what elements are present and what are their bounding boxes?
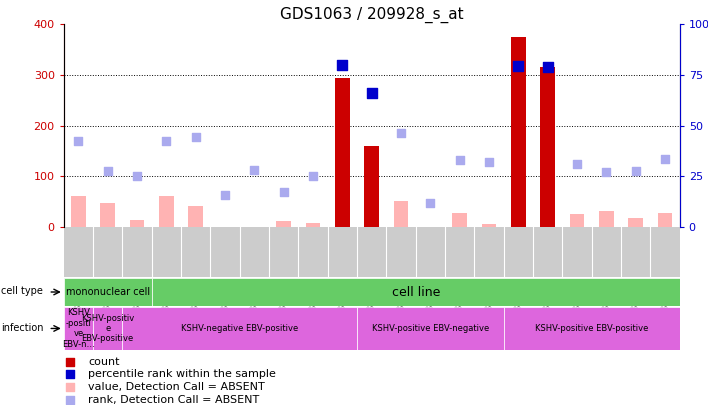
Point [422, 328, 433, 334]
Text: cell type: cell type [1, 286, 43, 296]
Bar [481, 224, 496, 227]
Point [190, 134, 201, 140]
Bar [130, 220, 144, 227]
Text: count: count [88, 357, 120, 367]
Point [249, 166, 260, 173]
Text: rank, Detection Call = ABSENT: rank, Detection Call = ABSENT [88, 395, 260, 405]
Point [337, 62, 348, 68]
Point [513, 62, 524, 69]
Text: KSHV-positive EBV-negative: KSHV-positive EBV-negative [372, 324, 489, 333]
Bar [64, 307, 93, 350]
Bar [452, 213, 467, 227]
Point [425, 200, 436, 206]
Point [454, 157, 465, 163]
Bar [394, 202, 409, 227]
Bar [335, 79, 350, 227]
Point [161, 138, 172, 144]
Text: percentile rank within the sample: percentile rank within the sample [88, 369, 276, 379]
Title: GDS1063 / 209928_s_at: GDS1063 / 209928_s_at [280, 7, 464, 23]
Point [132, 173, 143, 179]
Point [422, 98, 433, 104]
Text: cell line: cell line [392, 286, 440, 298]
Bar [540, 67, 555, 227]
Bar [503, 307, 680, 350]
Point [395, 130, 406, 136]
Bar [511, 37, 525, 227]
Point [73, 138, 84, 144]
Text: KSHV-positiv
e
EBV-positive: KSHV-positiv e EBV-positive [81, 313, 135, 343]
Text: infection: infection [1, 323, 44, 333]
Bar [357, 307, 503, 350]
Bar [159, 196, 173, 227]
Point [571, 160, 583, 167]
Bar [570, 214, 584, 227]
Bar [658, 213, 673, 227]
Point [102, 168, 113, 174]
Point [630, 168, 641, 174]
Point [659, 156, 670, 163]
Text: mononuclear cell: mononuclear cell [66, 287, 150, 297]
Point [542, 64, 554, 70]
Bar [122, 307, 357, 350]
Text: KSHV-negative EBV-positive: KSHV-negative EBV-positive [181, 324, 298, 333]
Point [422, 213, 433, 219]
Point [484, 159, 495, 165]
Point [278, 189, 290, 196]
Bar [599, 211, 614, 227]
Bar [101, 202, 115, 227]
Bar [188, 206, 203, 227]
Bar [306, 223, 320, 227]
Bar [71, 196, 86, 227]
Point [219, 192, 231, 199]
Text: value, Detection Call = ABSENT: value, Detection Call = ABSENT [88, 382, 265, 392]
Text: KSHV-positive EBV-positive: KSHV-positive EBV-positive [535, 324, 649, 333]
Bar [276, 221, 291, 227]
Bar [365, 146, 379, 227]
Bar [628, 218, 643, 227]
Point [600, 169, 612, 175]
Point [307, 173, 319, 179]
Text: KSHV
-positi
ve
EBV-n…: KSHV -positi ve EBV-n… [62, 308, 95, 349]
Bar [152, 278, 680, 306]
Bar [93, 307, 122, 350]
Bar [64, 278, 152, 306]
Point [366, 90, 377, 96]
